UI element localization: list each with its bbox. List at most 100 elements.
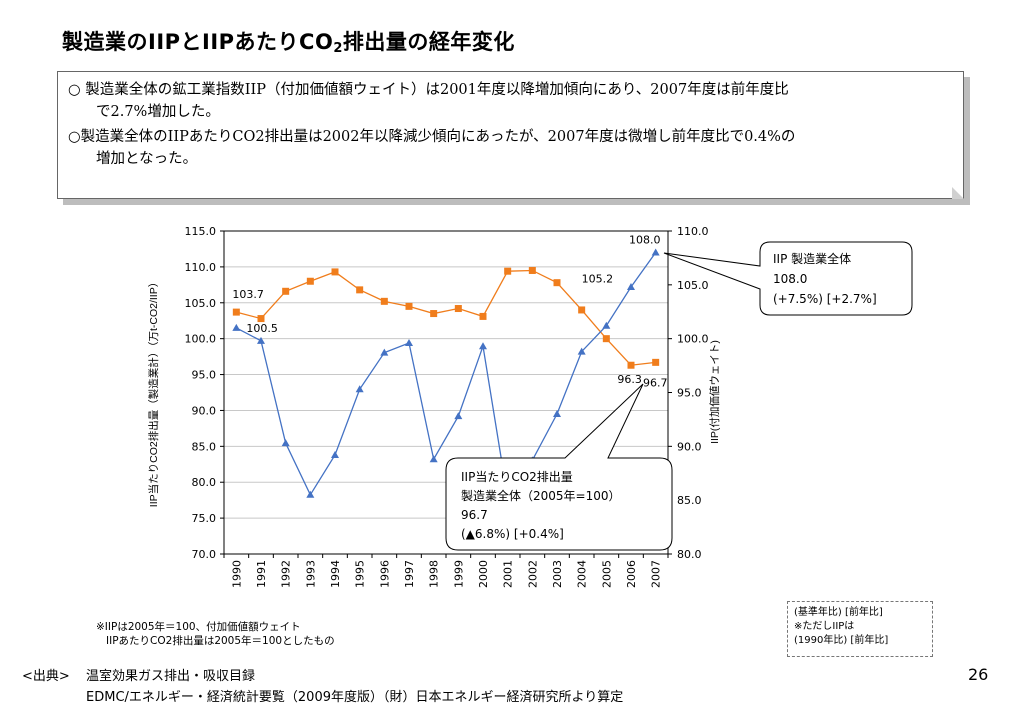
y-left-tick-label: 85.0 [192, 440, 217, 453]
series-point [356, 286, 364, 294]
series-point [504, 267, 512, 275]
callout-co2-line3: 96.7 [461, 508, 488, 522]
source-line-1: 温室効果ガス排出・吸収目録 [86, 669, 256, 684]
data-label: 103.7 [232, 288, 263, 301]
x-tick-label: 2004 [576, 560, 589, 588]
series-point [651, 248, 660, 256]
x-tick-label: 2002 [526, 560, 539, 588]
x-tick-label: 1990 [230, 560, 243, 588]
x-tick-label: 1996 [378, 560, 391, 588]
y-right-tick-label: 110.0 [677, 225, 709, 238]
y-right-tick-label: 80.0 [677, 548, 702, 561]
series-point [602, 321, 611, 329]
callout-co2-bubble [445, 383, 673, 551]
y-right-tick-label: 85.0 [677, 494, 702, 507]
x-tick-label: 1997 [403, 560, 416, 588]
y-right-tick-label: 90.0 [677, 440, 702, 453]
summary-line-1: ○ 製造業全体の鉱工業指数IIP（付加価値額ウェイト）は2001年度以降増加傾向… [68, 82, 789, 98]
y-left-tick-label: 115.0 [185, 225, 217, 238]
series-point [602, 335, 610, 343]
page-title: 製造業のIIPとIIPあたりCO2排出量の経年変化 [62, 30, 515, 56]
y-right-tick-label: 100.0 [677, 333, 709, 346]
y-left-tick-label: 70.0 [192, 548, 217, 561]
series-line [236, 269, 656, 366]
x-tick-label: 1993 [304, 560, 317, 588]
series-point [430, 310, 438, 318]
y-left-tick-label: 80.0 [192, 476, 217, 489]
series-point [652, 358, 660, 366]
y-right-tick-label: 95.0 [677, 387, 702, 400]
ratio-legend-box: (基準年比) [前年比] ※ただしIIPは (1990年比) [前年比] [787, 601, 933, 657]
y-right-tick-label: 105.0 [677, 279, 709, 292]
source-line-2: EDMC/エネルギー・経済統計要覧（2009年度版）（財）日本エネルギー経済研究… [86, 690, 624, 705]
series-point [380, 297, 388, 305]
series-point [380, 348, 389, 356]
series-point [578, 306, 586, 314]
series-point [306, 277, 314, 285]
summary-line-3: ○製造業全体のIIPあたりCO2排出量は2002年以降減少傾向にあったが、200… [68, 129, 796, 145]
summary-line-4: 増加となった。 [96, 151, 198, 167]
series-point [281, 439, 290, 447]
x-tick-label: 1998 [428, 560, 441, 588]
chart-ticks: 115.0 110.0 105.0 100.0 95.0 90.0 85.0 80.0 75.0… [185, 225, 709, 588]
data-label: 96.3 [617, 373, 642, 386]
x-tick-label: 1992 [280, 560, 293, 588]
data-label: 96.7 [643, 376, 668, 389]
y-axis-right-label: IIP(付加価値ウェイト) [708, 340, 721, 444]
x-tick-label: 2006 [625, 560, 638, 588]
callout-co2-line4: (▲6.8%) [+0.4%] [461, 527, 564, 541]
y-left-tick-label: 110.0 [185, 261, 217, 274]
series-point [232, 308, 240, 316]
y-left-tick-label: 90.0 [192, 404, 217, 417]
series-point [627, 282, 635, 290]
callout-iip-line1: IIP 製造業全体 [773, 251, 851, 266]
x-tick-label: 2000 [477, 560, 490, 588]
series-point [479, 342, 487, 350]
data-label: 105.2 [582, 273, 614, 286]
series-point [232, 323, 241, 331]
callout-iip-line3: (+7.5%) [+2.7%] [773, 292, 877, 306]
ratio-legend-line-3: (1990年比) [前年比] [794, 635, 889, 646]
summary-line-2: で2.7%増加した。 [96, 104, 220, 120]
folded-corner [952, 187, 964, 199]
y-left-tick-label: 105.0 [185, 297, 217, 310]
x-tick-label: 1994 [329, 560, 342, 588]
series-point [553, 410, 561, 418]
series-point [405, 302, 413, 310]
y-left-tick-label: 95.0 [192, 369, 217, 382]
series-point [553, 279, 561, 287]
callout-co2-line1: IIP当たりCO2排出量 [461, 470, 573, 484]
y-axis-left-label: IIP当たりCO2排出量（製造業計）（万t-CO2/IIP） [147, 277, 160, 507]
footnote-line-1: ※IIPは2005年＝100、付加価値額ウェイト [96, 621, 301, 633]
series-point [355, 385, 364, 393]
source-label: <出典> [22, 669, 70, 684]
ratio-legend-line-1: (基準年比) [前年比] [794, 607, 883, 618]
footnote-line-2: IIPあたりCO2排出量は2005年＝100としたもの [96, 635, 335, 647]
series-point [331, 450, 339, 458]
callout-iip-bubble [663, 241, 913, 316]
callout-iip-line2: 108.0 [773, 272, 807, 286]
data-label: 108.0 [629, 234, 661, 247]
x-tick-label: 2003 [551, 560, 564, 588]
series-point [331, 268, 339, 276]
footnote: ※IIPは2005年＝100、付加価値額ウェイト IIPあたりCO2排出量は20… [96, 620, 335, 648]
series-point [429, 455, 438, 463]
summary-box: ○ 製造業全体の鉱工業指数IIP（付加価値額ウェイト）は2001年度以降増加傾向… [57, 71, 964, 199]
series-point [479, 312, 487, 320]
data-label: 100.5 [246, 322, 277, 335]
series-point [577, 347, 586, 355]
series-point [405, 338, 413, 346]
y-left-tick-label: 100.0 [185, 333, 217, 346]
callout-co2-line2: 製造業全体（2005年=100） [461, 488, 621, 503]
x-tick-label: 1995 [354, 560, 367, 588]
chart-series [232, 248, 660, 502]
ratio-legend-line-2: ※ただしIIPは [794, 621, 855, 632]
series-point [257, 315, 265, 323]
series-point [454, 305, 462, 313]
y-left-tick-label: 75.0 [192, 512, 217, 525]
page-number: 26 [968, 665, 989, 684]
x-tick-label: 2005 [600, 560, 613, 588]
series-point [454, 412, 463, 420]
x-tick-label: 2001 [502, 560, 515, 588]
